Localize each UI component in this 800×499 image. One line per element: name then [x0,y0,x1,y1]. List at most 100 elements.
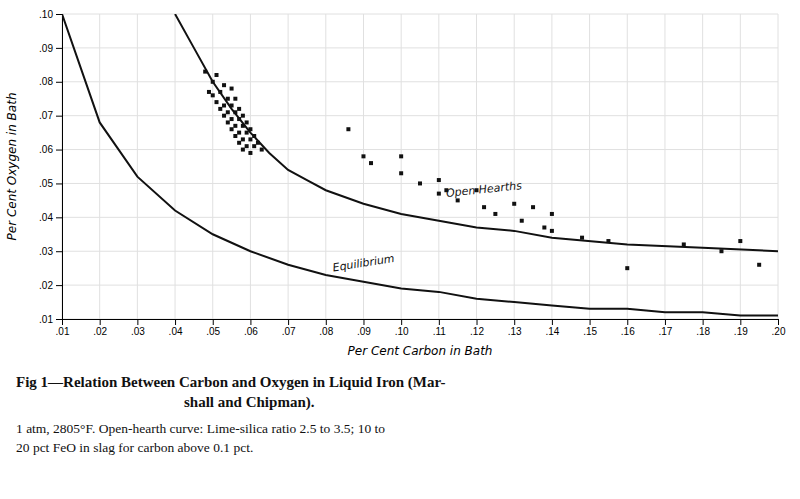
axis-line [56,15,63,320]
point [233,124,237,128]
tick-mark [401,319,402,325]
x-axis: .01.02.03.04.05.06.07.08.09.10.11.12.13.… [56,319,786,337]
point [241,137,245,141]
tick-mark [56,150,62,151]
tick-mark [250,319,251,325]
point [215,100,219,104]
point [520,219,524,223]
point [456,198,460,202]
point [550,229,554,233]
tick-label: .20 [772,326,786,337]
point [222,83,226,87]
annotations: Open HearthsEquilibrium [332,179,523,274]
title: shall and Chipman). [184,394,315,411]
tick-mark [363,319,364,325]
point [207,90,211,94]
tick: .17 [658,319,672,337]
tick-label: .12 [470,326,484,337]
tick: .06 [39,144,62,155]
tick: .19 [734,319,748,337]
tick-label: .04 [39,212,53,223]
y-axis-title: Per Cent Oxygen in Bath [5,93,19,241]
point [625,266,629,270]
grid-line [589,14,590,319]
point [237,107,241,111]
tick-label: .15 [583,326,597,337]
tick-label: .09 [357,326,371,337]
grid-line [664,14,665,319]
tick: .04 [39,212,62,223]
point [399,171,403,175]
grid-line [740,14,741,319]
point [260,148,264,152]
grid-line [62,81,778,82]
grid-line [62,285,778,286]
tick-label: .01 [56,326,70,337]
point [237,131,241,135]
point [738,239,742,243]
point [230,104,234,108]
grid-line [62,251,778,252]
point [230,87,234,91]
tick-mark [56,217,62,218]
point [682,242,686,246]
point [531,205,535,209]
point [241,124,245,128]
tick-label: .05 [39,178,53,189]
tick: .05 [206,319,220,337]
tick: .20 [772,319,786,337]
point [245,144,249,148]
tick-label: .03 [131,326,145,337]
grid-line [250,14,251,319]
grid-line [778,14,779,319]
title: Fig 1—Relation Between Carbon and Oxygen… [16,374,446,391]
grid-line [325,14,326,319]
grid-line [99,14,100,319]
tick: .14 [545,319,559,337]
grid-line [175,14,176,319]
point [211,80,215,84]
tick-label: .10 [395,326,409,337]
point [248,137,252,141]
tick: .02 [93,319,107,337]
tick-mark [326,319,327,325]
tick-mark [56,183,62,184]
point [215,73,219,77]
point [580,236,584,240]
tick-label: .18 [696,326,710,337]
line [62,14,778,316]
point [248,127,252,131]
tick-label: .07 [39,110,53,121]
grid-line [62,47,778,48]
tick-mark [514,319,515,325]
tick: .10 [395,319,409,337]
tick-label: .07 [282,326,296,337]
point [230,117,234,121]
point [241,148,245,152]
chart: .01.02.03.04.05.06.07.08.09.10.11.12.13.… [0,0,800,499]
tick: .10 [39,9,62,20]
tick-mark [56,14,62,15]
point [218,107,222,111]
annotation: Open Hearths [445,179,522,200]
tick-mark [552,319,553,325]
point [233,97,237,101]
point [222,104,226,108]
tick-mark [56,285,62,286]
point [237,141,241,145]
plot: .01.02.03.04.05.06.07.08.09.10.11.12.13.… [39,9,786,337]
grid-line [438,14,439,319]
tick: .15 [583,319,597,337]
tick-mark [56,251,62,252]
tick-mark [627,319,628,325]
grid-line [62,14,778,15]
point [230,127,234,131]
point [719,249,723,253]
tick-mark [56,116,62,117]
tick-label: .06 [244,326,258,337]
tick: .07 [39,110,62,121]
tick-mark [56,48,62,49]
grid-line [702,14,703,319]
point [361,154,365,158]
point [550,212,554,216]
